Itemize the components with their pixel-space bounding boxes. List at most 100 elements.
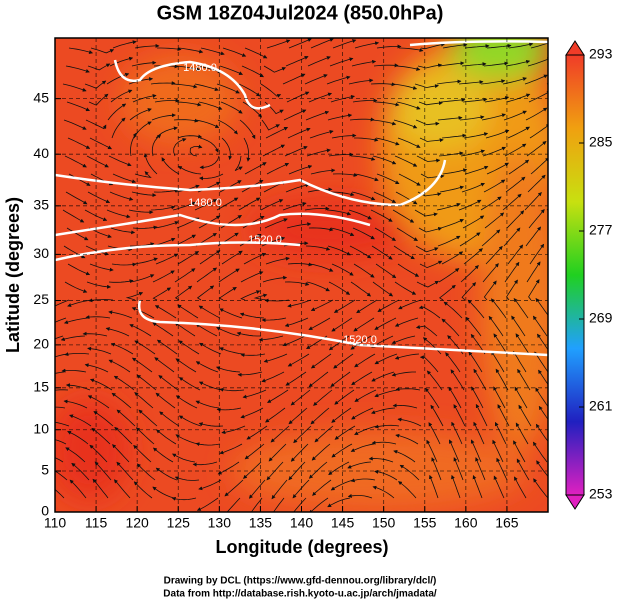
colorbar-tick-label: 269 [589, 310, 613, 326]
streamline [270, 425, 290, 443]
colorbar-bar [565, 54, 585, 496]
streamline [374, 389, 399, 398]
streamline [286, 222, 312, 229]
streamline [64, 352, 90, 357]
streamline [90, 47, 115, 54]
streamline [422, 337, 442, 355]
streamline [426, 370, 443, 391]
streamline [62, 209, 85, 223]
streamline [154, 305, 177, 319]
streamline [347, 461, 372, 469]
streamline [195, 119, 220, 128]
streamline [109, 191, 134, 201]
streamline [239, 312, 265, 319]
streamline [352, 227, 375, 240]
streamline [264, 298, 290, 303]
streamline [155, 253, 179, 265]
streamline [471, 386, 484, 409]
streamline [63, 245, 86, 259]
streamline [438, 268, 460, 283]
streamline [372, 281, 394, 297]
streamline [374, 317, 397, 330]
streamline [333, 299, 356, 313]
streamline [453, 404, 466, 427]
streamline [537, 333, 548, 351]
streamline [196, 267, 218, 283]
streamline [331, 317, 353, 332]
x-tick-label: 165 [495, 515, 519, 531]
streamline [196, 497, 219, 511]
streamline [128, 209, 154, 215]
streamline [219, 443, 243, 455]
streamline [178, 340, 200, 355]
streamline [461, 62, 487, 67]
streamline [493, 386, 506, 409]
streamline [551, 209, 566, 228]
streamline [198, 381, 223, 391]
streamline [221, 425, 246, 435]
streamline [525, 226, 542, 247]
streamline [351, 59, 377, 67]
streamline [131, 60, 157, 67]
streamline [241, 65, 264, 78]
streamline [351, 371, 373, 386]
streamline [86, 281, 112, 289]
colorbar: 253 261 269 277 285 293 [565, 40, 613, 510]
streamline [173, 118, 199, 123]
streamline [414, 209, 438, 217]
streamline [293, 497, 307, 512]
streamline [290, 389, 311, 406]
streamline [473, 421, 485, 445]
streamline [504, 143, 527, 157]
streamline [216, 83, 240, 94]
streamline [107, 103, 127, 121]
streamline [307, 56, 331, 67]
streamline [442, 168, 468, 175]
streamline [437, 115, 463, 121]
streamline [538, 405, 548, 421]
streamline [326, 75, 351, 85]
streamline [106, 72, 130, 85]
streamline [514, 476, 527, 499]
streamline [502, 193, 522, 211]
streamline [108, 310, 133, 319]
streamline [511, 315, 526, 337]
streamline [106, 209, 131, 219]
streamline [306, 148, 331, 157]
streamline [505, 59, 531, 67]
streamline [394, 353, 420, 360]
streamline [394, 155, 418, 167]
streamline [449, 439, 460, 463]
streamline [240, 290, 261, 301]
streamline [392, 83, 418, 90]
streamline [419, 355, 439, 373]
streamline [222, 47, 247, 57]
x-tick-label: 150 [372, 515, 396, 531]
streamline [308, 317, 331, 330]
streamline [152, 447, 174, 463]
streamline [218, 268, 240, 283]
streamline [132, 94, 157, 103]
contour-line [113, 59, 271, 110]
streamline [82, 331, 108, 337]
streamline [221, 137, 233, 161]
streamline [242, 215, 265, 229]
streamline [547, 119, 548, 120]
streamline [154, 357, 175, 373]
streamline [198, 305, 221, 319]
streamline [439, 284, 456, 301]
streamline [152, 322, 174, 337]
streamline [458, 80, 484, 85]
streamline [55, 371, 65, 374]
streamline [199, 137, 219, 153]
y-axis-label: Latitude (degrees) [3, 197, 23, 353]
streamline [287, 353, 310, 367]
streamline [530, 42, 548, 49]
streamline [69, 414, 92, 427]
streamline [84, 363, 109, 373]
streamline [239, 234, 262, 247]
streamline [111, 392, 132, 409]
streamline [64, 155, 87, 168]
streamline [86, 155, 109, 168]
streamline [347, 493, 373, 499]
